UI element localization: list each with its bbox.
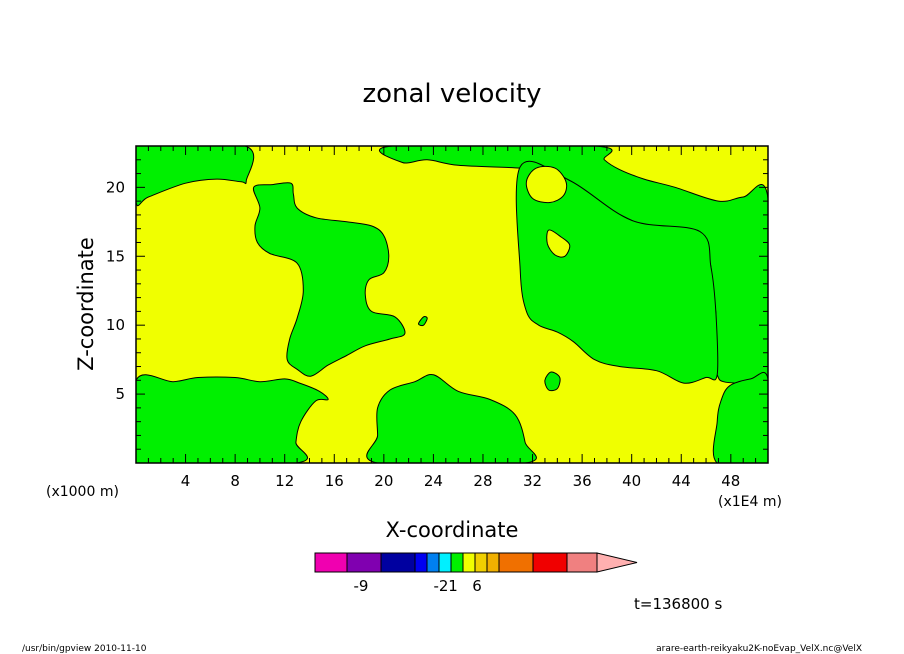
x-tick-label: 4 — [181, 472, 191, 490]
colorbar-swatch — [414, 552, 428, 573]
colorbar-swatch — [532, 552, 568, 573]
colorbar-label: -9 — [354, 577, 369, 595]
colorbar-label: 1 — [448, 577, 458, 595]
colorbar-swatch — [346, 552, 382, 573]
x-tick-label: 44 — [672, 472, 691, 490]
colorbar-swatch — [450, 552, 464, 573]
colorbar-swatch — [486, 552, 500, 573]
region-right-upper-hole — [525, 165, 568, 204]
region-bottom-center-region — [366, 374, 537, 463]
y-tick-label: 15 — [106, 247, 125, 265]
region-tiny-blob — [417, 316, 428, 327]
x-tick-label: 32 — [523, 472, 542, 490]
region-right-upper-block — [515, 160, 719, 384]
colorbar-swatch — [462, 552, 476, 573]
footer-right: arare-earth-reikyaku2K-noEvap_VelX.nc@Ve… — [656, 644, 862, 654]
plot-area — [136, 146, 768, 463]
footer-left: /usr/bin/gpview 2010-11-10 — [22, 644, 147, 654]
colorbar-swatch — [498, 552, 534, 573]
x-tick-label: 8 — [230, 472, 240, 490]
colorbar-label: -2 — [434, 577, 449, 595]
contour-regions — [136, 146, 768, 463]
y-axis: 5 10 15 20 — [106, 145, 768, 464]
colorbar-swatch — [474, 552, 488, 573]
x-tick-label: 28 — [473, 472, 492, 490]
region-center-left-region — [252, 182, 406, 377]
region-small-blob-center — [544, 371, 561, 392]
colorbar: -9 -2 1 6 — [314, 552, 638, 595]
region-bottom-left-region — [136, 374, 329, 463]
x-tick-label: 12 — [275, 472, 294, 490]
colorbar-swatch — [314, 552, 348, 573]
x-tick-label: 48 — [721, 472, 740, 490]
colorbar-arrow — [596, 552, 638, 573]
x-tick-label: 40 — [622, 472, 641, 490]
colorbar-swatch — [380, 552, 416, 573]
plot-frame — [135, 145, 769, 464]
y-tick-label: 5 — [115, 385, 125, 403]
x-axis: 4 8 12 16 20 24 28 32 36 40 44 48 — [135, 146, 769, 490]
x-tick-label: 16 — [325, 472, 344, 490]
colorbar-swatch — [438, 552, 452, 573]
y-tick-label: 10 — [106, 316, 125, 334]
x-unit-label: (x1E4 m) — [718, 494, 782, 510]
time-label: t=136800 s — [634, 595, 722, 613]
colorbar-swatch — [566, 552, 598, 573]
x-axis-label: X-coordinate — [386, 518, 519, 542]
y-axis-label: Z-coordinate — [74, 237, 98, 371]
y-tick-label: 20 — [106, 178, 125, 196]
region-right-small-hole — [546, 229, 571, 258]
x-tick-label: 20 — [374, 472, 393, 490]
region-bottom-right-region — [712, 371, 768, 463]
chart-title: zonal velocity — [362, 79, 541, 109]
colorbar-swatch — [426, 552, 440, 573]
x-tick-label: 24 — [424, 472, 443, 490]
colorbar-label: 6 — [472, 577, 482, 595]
y-unit-label: (x1000 m) — [46, 484, 119, 500]
x-tick-label: 36 — [573, 472, 592, 490]
